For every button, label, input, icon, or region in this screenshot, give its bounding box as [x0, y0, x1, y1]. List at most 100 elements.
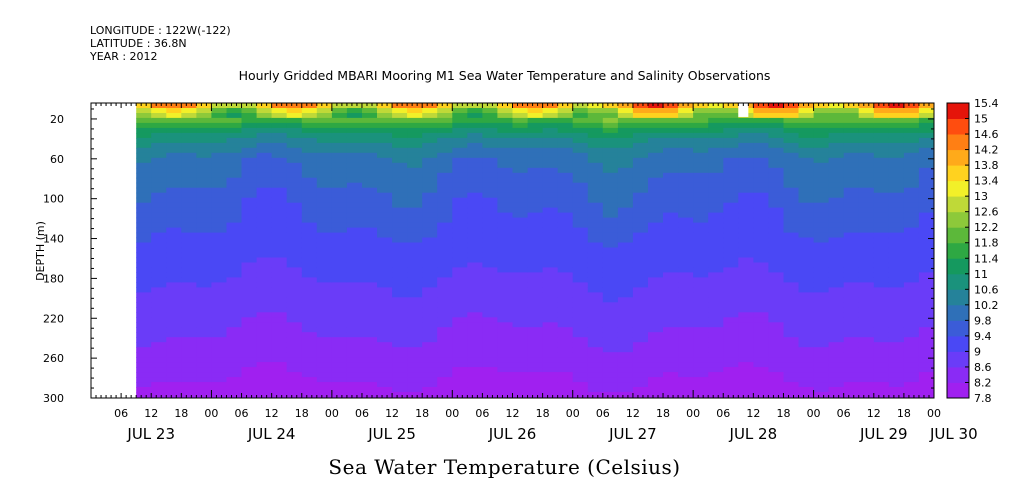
heatmap-cell: [452, 242, 468, 249]
heatmap-cell: [512, 272, 529, 278]
heatmap-cell: [151, 103, 167, 109]
heatmap-cell: [196, 307, 213, 313]
heatmap-cell: [617, 327, 634, 333]
colorbar-swatch: [947, 242, 969, 259]
heatmap-cell: [572, 217, 589, 224]
heatmap-cell: [301, 132, 318, 139]
heatmap-cell: [497, 292, 514, 298]
heatmap-cell: [708, 237, 724, 244]
heatmap-cell: [241, 197, 258, 204]
heatmap-cell: [392, 282, 408, 288]
heatmap-cell: [527, 127, 544, 134]
heatmap-cell: [873, 357, 890, 363]
heatmap-cell: [151, 302, 167, 308]
heatmap-cell: [316, 212, 333, 219]
heatmap-cell: [617, 167, 634, 174]
heatmap-cell: [166, 237, 182, 244]
heatmap-cell: [602, 177, 619, 184]
heatmap-cell: [768, 232, 785, 239]
heatmap-cell: [617, 212, 634, 219]
heatmap-cell: [708, 197, 724, 204]
heatmap-cell: [678, 332, 694, 338]
heatmap-cell: [362, 302, 378, 308]
heatmap-cell: [256, 212, 273, 219]
heatmap-cell: [181, 302, 197, 308]
heatmap-cell: [888, 267, 905, 273]
heatmap-cell: [888, 372, 905, 378]
heatmap-cell: [512, 122, 529, 129]
heatmap-cell: [346, 277, 363, 283]
heatmap-cell: [843, 367, 860, 373]
heatmap-cell: [346, 282, 363, 288]
heatmap-cell: [452, 182, 468, 189]
heatmap-cell: [136, 232, 152, 239]
heatmap-cell: [708, 342, 724, 348]
heatmap-cell: [452, 377, 468, 383]
heatmap-cell: [346, 147, 363, 154]
heatmap-cell: [602, 167, 619, 174]
heatmap-cell: [873, 227, 890, 234]
heatmap-cell: [572, 337, 589, 343]
heatmap-cell: [377, 352, 393, 358]
heatmap-cell: [798, 117, 815, 124]
heatmap-cell: [663, 387, 679, 393]
heatmap-cell: [181, 257, 197, 264]
heatmap-cell: [813, 212, 830, 219]
heatmap-cell: [196, 352, 213, 358]
heatmap-cell: [723, 272, 739, 278]
heatmap-cell: [557, 207, 574, 214]
heatmap-cell: [542, 202, 559, 209]
heatmap-cell: [678, 277, 694, 283]
heatmap-cell: [331, 382, 348, 388]
heatmap-cell: [467, 357, 483, 363]
heatmap-cell: [452, 108, 468, 114]
heatmap-cell: [467, 222, 483, 229]
heatmap-cell: [377, 272, 393, 278]
heatmap-cell: [271, 207, 288, 214]
heatmap-cell: [452, 152, 468, 159]
heatmap-cell: [873, 312, 890, 318]
heatmap-cell: [708, 132, 724, 139]
heatmap-cell: [196, 132, 213, 139]
heatmap-cell: [663, 147, 679, 154]
heatmap-cell: [768, 337, 785, 343]
heatmap-cell: [888, 387, 905, 393]
heatmap-cell: [587, 342, 604, 348]
heatmap-cell: [693, 372, 709, 378]
heatmap-cell: [828, 117, 845, 124]
heatmap-cell: [166, 287, 182, 293]
heatmap-cell: [497, 212, 514, 219]
heatmap-cell: [196, 317, 213, 323]
heatmap-cell: [632, 337, 649, 343]
heatmap-cell: [858, 362, 875, 368]
heatmap-cell: [467, 182, 483, 189]
heatmap-cell: [301, 117, 318, 124]
heatmap-cell: [256, 312, 273, 318]
heatmap-cell: [768, 202, 785, 209]
heatmap-cell: [346, 392, 363, 398]
heatmap-cell: [768, 157, 785, 164]
heatmap-cell: [557, 292, 574, 298]
heatmap-cell: [166, 167, 182, 174]
heatmap-cell: [828, 372, 845, 378]
heatmap-cell: [632, 312, 649, 318]
heatmap-cell: [858, 247, 875, 254]
heatmap-cell: [693, 322, 709, 328]
heatmap-cell: [452, 127, 468, 134]
heatmap-cell: [813, 332, 830, 338]
heatmap-cell: [753, 222, 770, 229]
heatmap-cell: [151, 142, 167, 149]
heatmap-cell: [316, 357, 333, 363]
heatmap-cell: [828, 113, 845, 119]
heatmap-cell: [452, 147, 468, 154]
heatmap-cell: [392, 103, 408, 109]
heatmap-cell: [602, 237, 619, 244]
heatmap-cell: [271, 127, 288, 134]
heatmap-cell: [286, 327, 303, 333]
heatmap-cell: [903, 127, 920, 134]
heatmap-cell: [226, 157, 243, 164]
heatmap-cell: [346, 267, 363, 273]
heatmap-cell: [768, 108, 785, 114]
heatmap-cell: [753, 103, 770, 109]
heatmap-cell: [241, 287, 258, 293]
